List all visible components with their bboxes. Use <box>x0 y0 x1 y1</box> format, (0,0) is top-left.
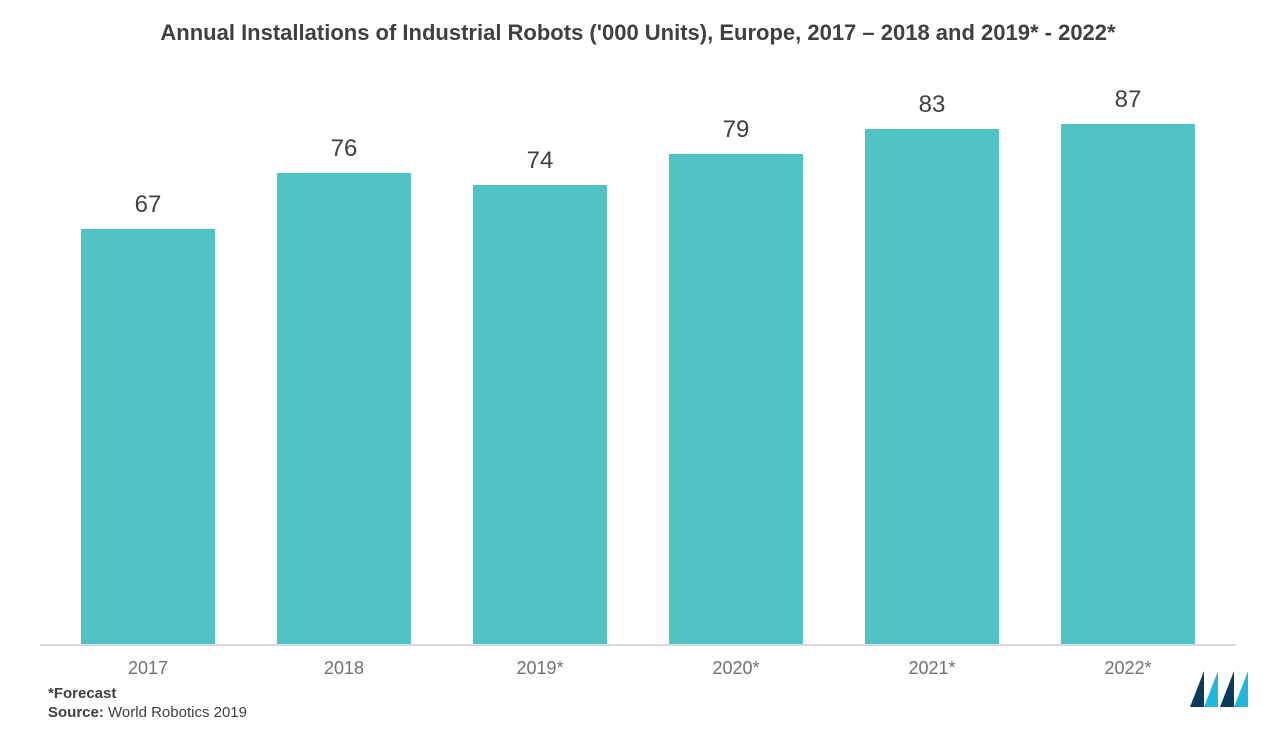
bar-group: 76 <box>246 86 442 644</box>
bar-value-label: 74 <box>527 147 554 175</box>
x-tick-label: 2020* <box>638 658 834 679</box>
bar-group: 83 <box>834 86 1030 644</box>
bar <box>1061 124 1194 644</box>
plot-area: 67 76 74 79 83 87 <box>40 86 1236 646</box>
bar-group: 67 <box>50 86 246 644</box>
x-axis: 201720182019*2020*2021*2022* <box>40 646 1236 679</box>
bar <box>669 154 802 644</box>
bar <box>277 173 410 644</box>
bar-group: 79 <box>638 86 834 644</box>
x-tick-label: 2021* <box>834 658 1030 679</box>
source-text: World Robotics 2019 <box>104 704 247 721</box>
chart-title: Annual Installations of Industrial Robot… <box>40 20 1236 46</box>
x-tick-label: 2019* <box>442 658 638 679</box>
forecast-note: *Forecast <box>48 685 1236 702</box>
bar-group: 74 <box>442 86 638 644</box>
bar-value-label: 67 <box>135 191 162 219</box>
source-label: Source: <box>48 704 104 721</box>
bar-value-label: 83 <box>919 91 946 119</box>
x-tick-label: 2018 <box>246 658 442 679</box>
bar-chart-container: Annual Installations of Industrial Robot… <box>0 0 1276 731</box>
bar <box>473 185 606 644</box>
brand-logo <box>1190 671 1248 707</box>
bar-value-label: 87 <box>1115 86 1142 114</box>
bar-value-label: 79 <box>723 116 750 144</box>
x-tick-label: 2017 <box>50 658 246 679</box>
bar <box>865 129 998 644</box>
chart-footer: *Forecast Source: World Robotics 2019 <box>40 679 1236 721</box>
bar-group: 87 <box>1030 86 1226 644</box>
bar-value-label: 76 <box>331 135 358 163</box>
logo-icon <box>1190 671 1248 707</box>
source-line: Source: World Robotics 2019 <box>48 704 1236 721</box>
bar <box>81 229 214 644</box>
